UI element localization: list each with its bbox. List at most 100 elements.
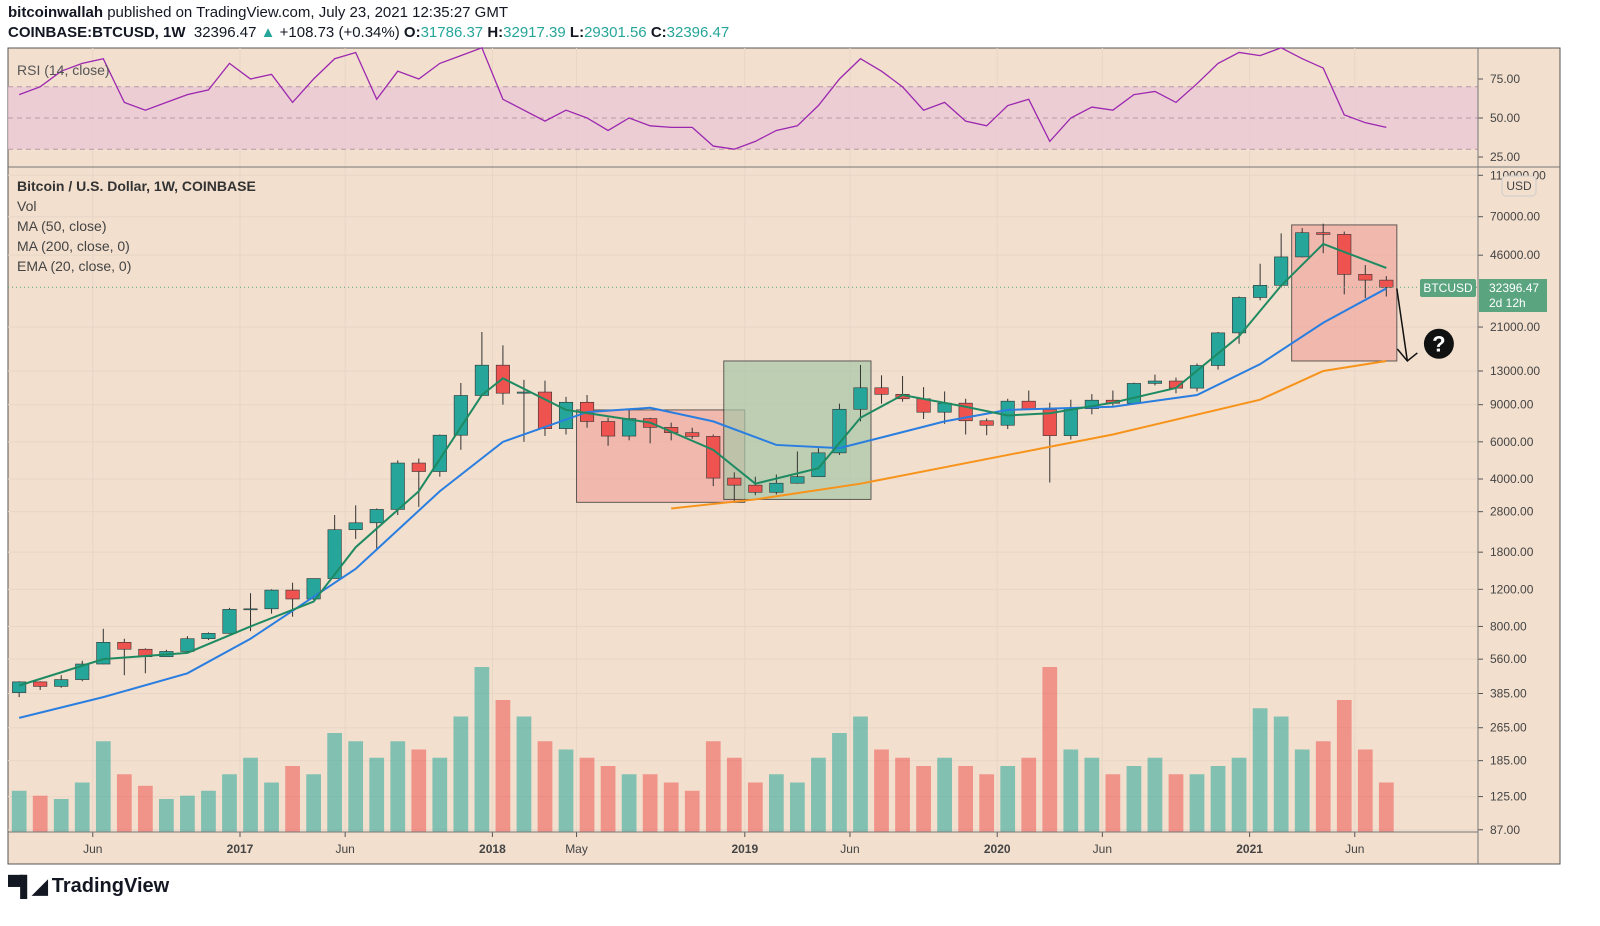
volume-bar <box>663 782 679 832</box>
tv-logo-icon: ▀▌◢ <box>8 876 48 898</box>
rsi-legend: RSI (14, close) <box>17 62 110 78</box>
ma50-line <box>18 287 1387 719</box>
logo-text: TradingView <box>51 875 170 897</box>
candle-body <box>180 638 195 652</box>
volume-bar <box>537 741 553 832</box>
x-tick-label: 2019 <box>731 842 758 856</box>
volume-bar <box>832 733 847 832</box>
down-arrow <box>1396 288 1409 362</box>
candle-body <box>369 509 384 524</box>
x-tick-label: Jun <box>335 842 354 856</box>
volume-bar <box>1021 757 1037 832</box>
candle-body <box>1063 408 1078 436</box>
candle-body <box>1189 365 1205 389</box>
candle-body <box>54 679 69 687</box>
volume-bar <box>705 741 721 832</box>
candle-body <box>33 681 48 687</box>
volume-bar <box>811 757 826 832</box>
author[interactable]: bitcoinwallah <box>8 4 104 21</box>
candle-body <box>1253 285 1268 298</box>
candle-body <box>1000 400 1015 426</box>
volume-bar <box>979 774 995 832</box>
last-price: 32396.47 <box>193 24 257 41</box>
volume-bar <box>1189 774 1205 832</box>
y-tick-label: 560.00 <box>1490 652 1527 666</box>
candle-body <box>117 642 132 650</box>
y-tick-label: 87.00 <box>1490 823 1520 837</box>
x-tick-label: May <box>565 842 588 856</box>
tradingview-logo[interactable]: ▀▌◢ TradingView <box>8 874 169 899</box>
volume-bar <box>1042 667 1058 832</box>
arrow-head <box>1396 348 1418 363</box>
publish-info: bitcoinwallah published on TradingView.c… <box>8 4 508 21</box>
y-tick-label: 4000.00 <box>1490 472 1534 486</box>
y-tick-label: 125.00 <box>1490 790 1527 804</box>
candle-body <box>769 482 784 493</box>
high: 32917.39 <box>503 24 566 41</box>
candle-body <box>327 529 342 579</box>
candle-body <box>348 522 363 530</box>
volume-bar <box>32 795 48 832</box>
volume-bar <box>1084 757 1100 832</box>
candle-body <box>453 395 468 436</box>
x-tick-label: 2017 <box>227 842 254 856</box>
candle-body <box>1126 383 1141 404</box>
volume-bar <box>726 757 742 832</box>
volume-bar <box>264 782 279 832</box>
candle-body <box>243 608 258 611</box>
candle-body <box>75 663 90 680</box>
volume-bar <box>621 774 637 832</box>
bar-countdown: 2d 12h <box>1489 296 1526 310</box>
y-tick-label: 385.00 <box>1490 686 1527 700</box>
volume-bar <box>327 733 343 832</box>
candle-body <box>1379 279 1394 288</box>
x-tick-label: Jun <box>840 842 859 856</box>
volume-bar <box>74 782 90 832</box>
volume-bar <box>1126 766 1142 832</box>
publish-date: published on TradingView.com, July 23, 2… <box>107 4 508 21</box>
c-label: C: <box>650 24 667 41</box>
candle-body <box>832 408 847 454</box>
volume-bar <box>285 766 300 832</box>
question-mark: ? <box>1432 332 1445 357</box>
candle-body <box>1295 232 1310 258</box>
x-tick-label: 2020 <box>984 842 1011 856</box>
rsi-tick-label: 25.00 <box>1490 150 1520 164</box>
volume-bar <box>390 741 406 832</box>
y-tick-label: 2800.00 <box>1490 505 1534 519</box>
candle-body <box>1232 297 1247 334</box>
y-tick-label: 800.00 <box>1490 619 1527 633</box>
y-tick-label: 1200.00 <box>1490 582 1534 596</box>
volume-bar <box>474 667 490 832</box>
volume-bar <box>1315 741 1331 832</box>
candle-body <box>201 633 216 640</box>
currency-button[interactable] <box>1501 175 1537 197</box>
candle-body <box>1316 232 1331 235</box>
x-tick-label: Jun <box>1093 842 1112 856</box>
ema20-line <box>18 242 1387 687</box>
ohlc-bar: COINBASE:BTCUSD, 1W 32396.47 ▲ +108.73 (… <box>8 24 729 41</box>
candle-body <box>811 452 826 478</box>
volume-bar <box>642 774 658 832</box>
candle-body <box>727 477 742 486</box>
symbol-tag <box>1420 279 1476 297</box>
volume-bar <box>790 782 805 832</box>
volume-bar <box>1294 749 1310 832</box>
question-icon <box>1423 328 1454 359</box>
volume-bar <box>11 790 27 832</box>
candle-body <box>874 387 889 395</box>
candle-body <box>748 484 763 493</box>
o-label: O: <box>403 24 421 41</box>
y-tick-label: 185.00 <box>1490 754 1527 768</box>
ma200-legend: MA (200, close, 0) <box>17 238 130 254</box>
volume-bar <box>916 766 931 832</box>
volume-bar <box>369 757 385 832</box>
y-tick-label: 13000.00 <box>1490 364 1540 378</box>
rsi-tick-label: 50.00 <box>1490 111 1520 125</box>
volume-bar <box>180 795 195 832</box>
l-label: L: <box>569 24 585 41</box>
volume-bar <box>116 774 132 832</box>
volume-bar <box>958 766 974 832</box>
y-tick-label: 21000.00 <box>1490 320 1540 334</box>
